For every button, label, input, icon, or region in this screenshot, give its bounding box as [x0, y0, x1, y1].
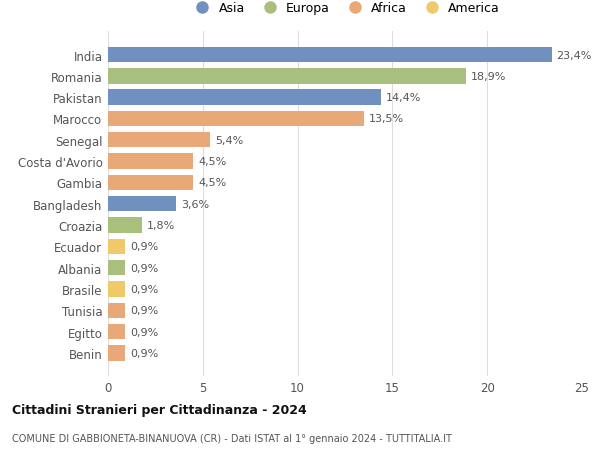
Bar	[108, 260, 125, 276]
Bar	[108, 90, 381, 106]
Text: 0,9%: 0,9%	[130, 284, 158, 294]
Bar	[108, 133, 211, 148]
Text: 0,9%: 0,9%	[130, 242, 158, 252]
Bar	[108, 48, 551, 63]
Text: Cittadini Stranieri per Cittadinanza - 2024: Cittadini Stranieri per Cittadinanza - 2…	[12, 403, 307, 416]
Text: 0,9%: 0,9%	[130, 348, 158, 358]
Text: 23,4%: 23,4%	[556, 50, 592, 61]
Bar	[108, 196, 176, 212]
Text: 13,5%: 13,5%	[368, 114, 404, 124]
Legend: Asia, Europa, Africa, America: Asia, Europa, Africa, America	[185, 0, 505, 20]
Text: 18,9%: 18,9%	[471, 72, 506, 82]
Text: 0,9%: 0,9%	[130, 327, 158, 337]
Text: 4,5%: 4,5%	[198, 178, 226, 188]
Bar	[108, 282, 125, 297]
Bar	[108, 218, 142, 233]
Text: 1,8%: 1,8%	[147, 220, 175, 230]
Bar	[108, 175, 193, 190]
Text: 4,5%: 4,5%	[198, 157, 226, 167]
Text: 3,6%: 3,6%	[181, 199, 209, 209]
Text: 14,4%: 14,4%	[386, 93, 421, 103]
Text: 0,9%: 0,9%	[130, 263, 158, 273]
Bar	[108, 112, 364, 127]
Bar	[108, 346, 125, 361]
Bar	[108, 69, 466, 84]
Text: 0,9%: 0,9%	[130, 306, 158, 315]
Bar	[108, 154, 193, 169]
Text: 5,4%: 5,4%	[215, 135, 244, 146]
Bar	[108, 324, 125, 340]
Bar	[108, 303, 125, 318]
Bar	[108, 239, 125, 254]
Text: COMUNE DI GABBIONETA-BINANUOVA (CR) - Dati ISTAT al 1° gennaio 2024 - TUTTITALIA: COMUNE DI GABBIONETA-BINANUOVA (CR) - Da…	[12, 433, 452, 442]
